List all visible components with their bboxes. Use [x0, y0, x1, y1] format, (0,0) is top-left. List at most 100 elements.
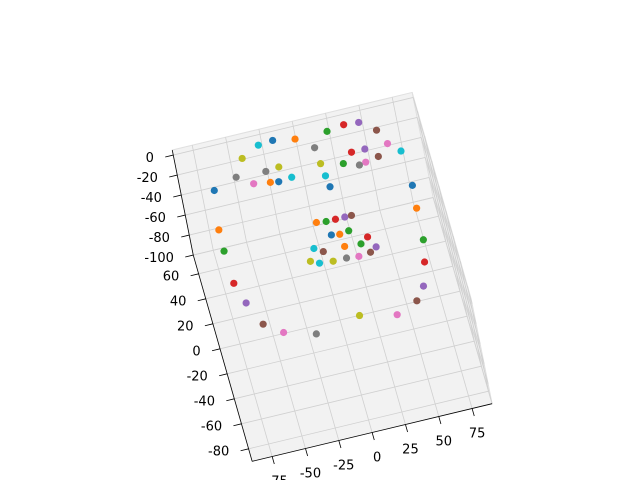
point — [355, 118, 363, 127]
point — [419, 282, 428, 290]
point — [347, 211, 356, 220]
tick-mark — [177, 214, 186, 218]
y-tick-label: -60 — [201, 420, 222, 435]
y-tick-label: 20 — [177, 320, 194, 335]
tick-mark — [240, 448, 249, 452]
y-tick-label: 60 — [163, 270, 180, 285]
tick-mark — [338, 440, 342, 449]
point — [327, 231, 335, 239]
point — [310, 244, 318, 253]
point — [420, 258, 429, 266]
point — [340, 121, 348, 129]
grid-line — [198, 215, 439, 275]
point — [357, 240, 365, 248]
point — [288, 173, 296, 181]
point — [397, 147, 405, 155]
point — [374, 152, 382, 161]
z-tick-label: -20 — [137, 171, 158, 186]
point — [315, 259, 324, 267]
grid-line — [416, 117, 477, 324]
point — [280, 328, 288, 337]
point — [291, 135, 299, 143]
x-tick-label: -75 — [267, 475, 288, 480]
z-tick-label: -60 — [145, 211, 166, 226]
grid-line — [424, 157, 485, 364]
tick-mark — [169, 174, 178, 178]
y-axis-line — [192, 254, 253, 462]
tick-mark — [165, 154, 174, 158]
point — [413, 297, 421, 305]
x-axis-line — [252, 403, 493, 462]
point — [275, 163, 283, 171]
point — [339, 159, 347, 168]
point — [361, 145, 369, 153]
z-tick-label: -100 — [144, 251, 174, 266]
point — [408, 181, 416, 189]
tick-mark — [371, 432, 375, 441]
y-tick-label: -20 — [187, 370, 208, 385]
z-axis-line — [171, 149, 194, 256]
grid-line — [358, 105, 381, 211]
x-tick-label: 50 — [436, 435, 453, 450]
y-tick-label: -40 — [194, 395, 215, 410]
point — [259, 320, 267, 328]
grid-line — [246, 242, 306, 449]
grid-line — [225, 137, 247, 243]
point — [372, 126, 381, 134]
grid-line — [248, 390, 489, 450]
point — [316, 160, 325, 168]
x-tick-label: -25 — [333, 459, 354, 474]
tick-mark — [219, 373, 228, 377]
grid-line — [185, 157, 426, 216]
tick-mark — [405, 424, 408, 433]
point — [266, 178, 274, 186]
point — [393, 311, 401, 319]
tick-mark — [190, 273, 199, 277]
point — [419, 236, 427, 244]
point — [345, 227, 353, 235]
point — [319, 247, 327, 256]
grid-line — [193, 197, 434, 256]
point — [215, 226, 223, 234]
grid-line — [412, 97, 473, 304]
grid-line — [432, 197, 493, 404]
point — [312, 330, 320, 338]
point — [238, 154, 246, 163]
point — [254, 141, 262, 149]
point — [230, 279, 238, 287]
tick-mark — [271, 456, 275, 465]
tick-mark — [471, 408, 475, 417]
y-tick-label: -80 — [208, 445, 229, 460]
grid-line — [173, 97, 414, 156]
point — [413, 204, 421, 212]
grid-line — [181, 137, 422, 196]
point — [372, 243, 380, 251]
point — [355, 252, 363, 260]
grid-line — [227, 315, 468, 375]
point — [383, 139, 392, 148]
point — [336, 230, 344, 238]
grid-line — [189, 177, 430, 236]
point — [322, 217, 330, 226]
point — [342, 254, 351, 262]
grid-line — [241, 365, 482, 425]
grid-line — [428, 177, 489, 384]
point — [323, 127, 331, 135]
point — [220, 247, 228, 255]
point — [275, 178, 283, 186]
tick-mark — [438, 416, 442, 425]
tick-mark — [233, 423, 242, 427]
tick-mark — [226, 398, 235, 402]
point — [269, 136, 277, 145]
tick-mark — [204, 323, 213, 327]
tick-mark — [181, 234, 190, 238]
tick-mark — [211, 348, 221, 352]
point — [329, 257, 337, 265]
point — [347, 148, 356, 156]
point — [341, 242, 349, 251]
point — [321, 172, 330, 180]
grid-line — [379, 210, 440, 417]
grid-line — [420, 137, 481, 344]
x-tick-label: -50 — [300, 467, 321, 480]
